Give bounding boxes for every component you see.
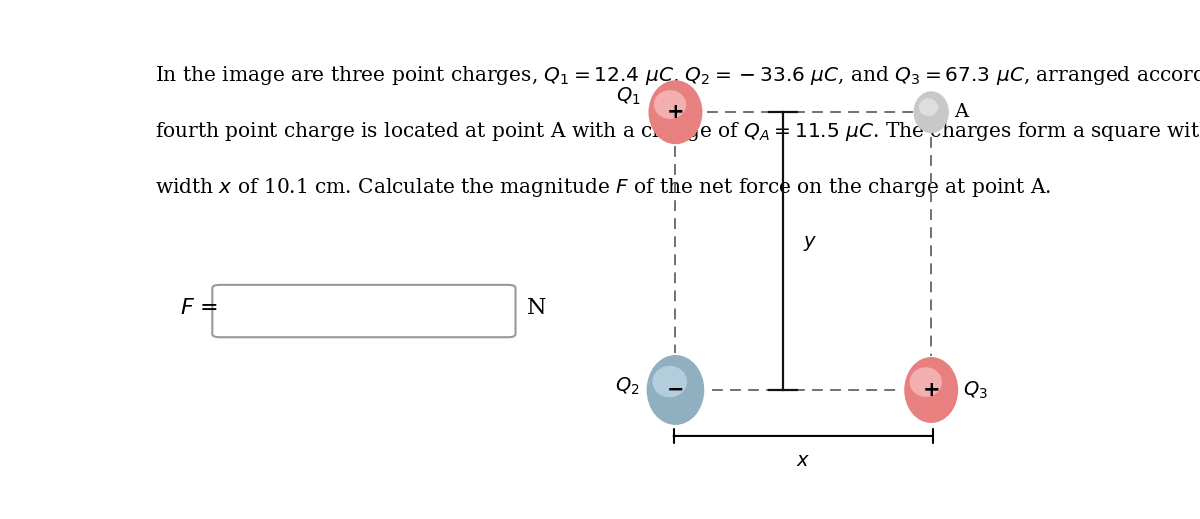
Ellipse shape <box>919 99 938 116</box>
Text: $Q_2$: $Q_2$ <box>614 375 640 397</box>
Text: $F$ =: $F$ = <box>180 297 218 319</box>
Text: +: + <box>667 102 684 122</box>
Ellipse shape <box>647 355 704 425</box>
Text: −: − <box>667 380 684 400</box>
Ellipse shape <box>648 80 702 144</box>
Text: N: N <box>527 297 546 319</box>
Ellipse shape <box>910 367 942 397</box>
Ellipse shape <box>905 357 958 423</box>
Ellipse shape <box>913 91 949 133</box>
Ellipse shape <box>654 90 686 119</box>
FancyBboxPatch shape <box>212 285 516 337</box>
Text: $Q_3$: $Q_3$ <box>962 379 988 401</box>
Text: In the image are three point charges, $Q_1 = 12.4~\mu C$, $Q_2 = -33.6~\mu C$, a: In the image are three point charges, $Q… <box>155 64 1200 87</box>
Text: $Q_1$: $Q_1$ <box>617 86 641 107</box>
Text: $y$: $y$ <box>803 234 817 253</box>
Ellipse shape <box>653 366 686 398</box>
Text: A: A <box>954 103 968 121</box>
Text: width $x$ of 10.1 cm. Calculate the magnitude $F$ of the net force on the charge: width $x$ of 10.1 cm. Calculate the magn… <box>155 176 1051 199</box>
Text: +: + <box>923 380 940 400</box>
Text: $x$: $x$ <box>797 452 810 470</box>
Text: fourth point charge is located at point A with a charge of $Q_A = 11.5~\mu C$. T: fourth point charge is located at point … <box>155 120 1200 143</box>
